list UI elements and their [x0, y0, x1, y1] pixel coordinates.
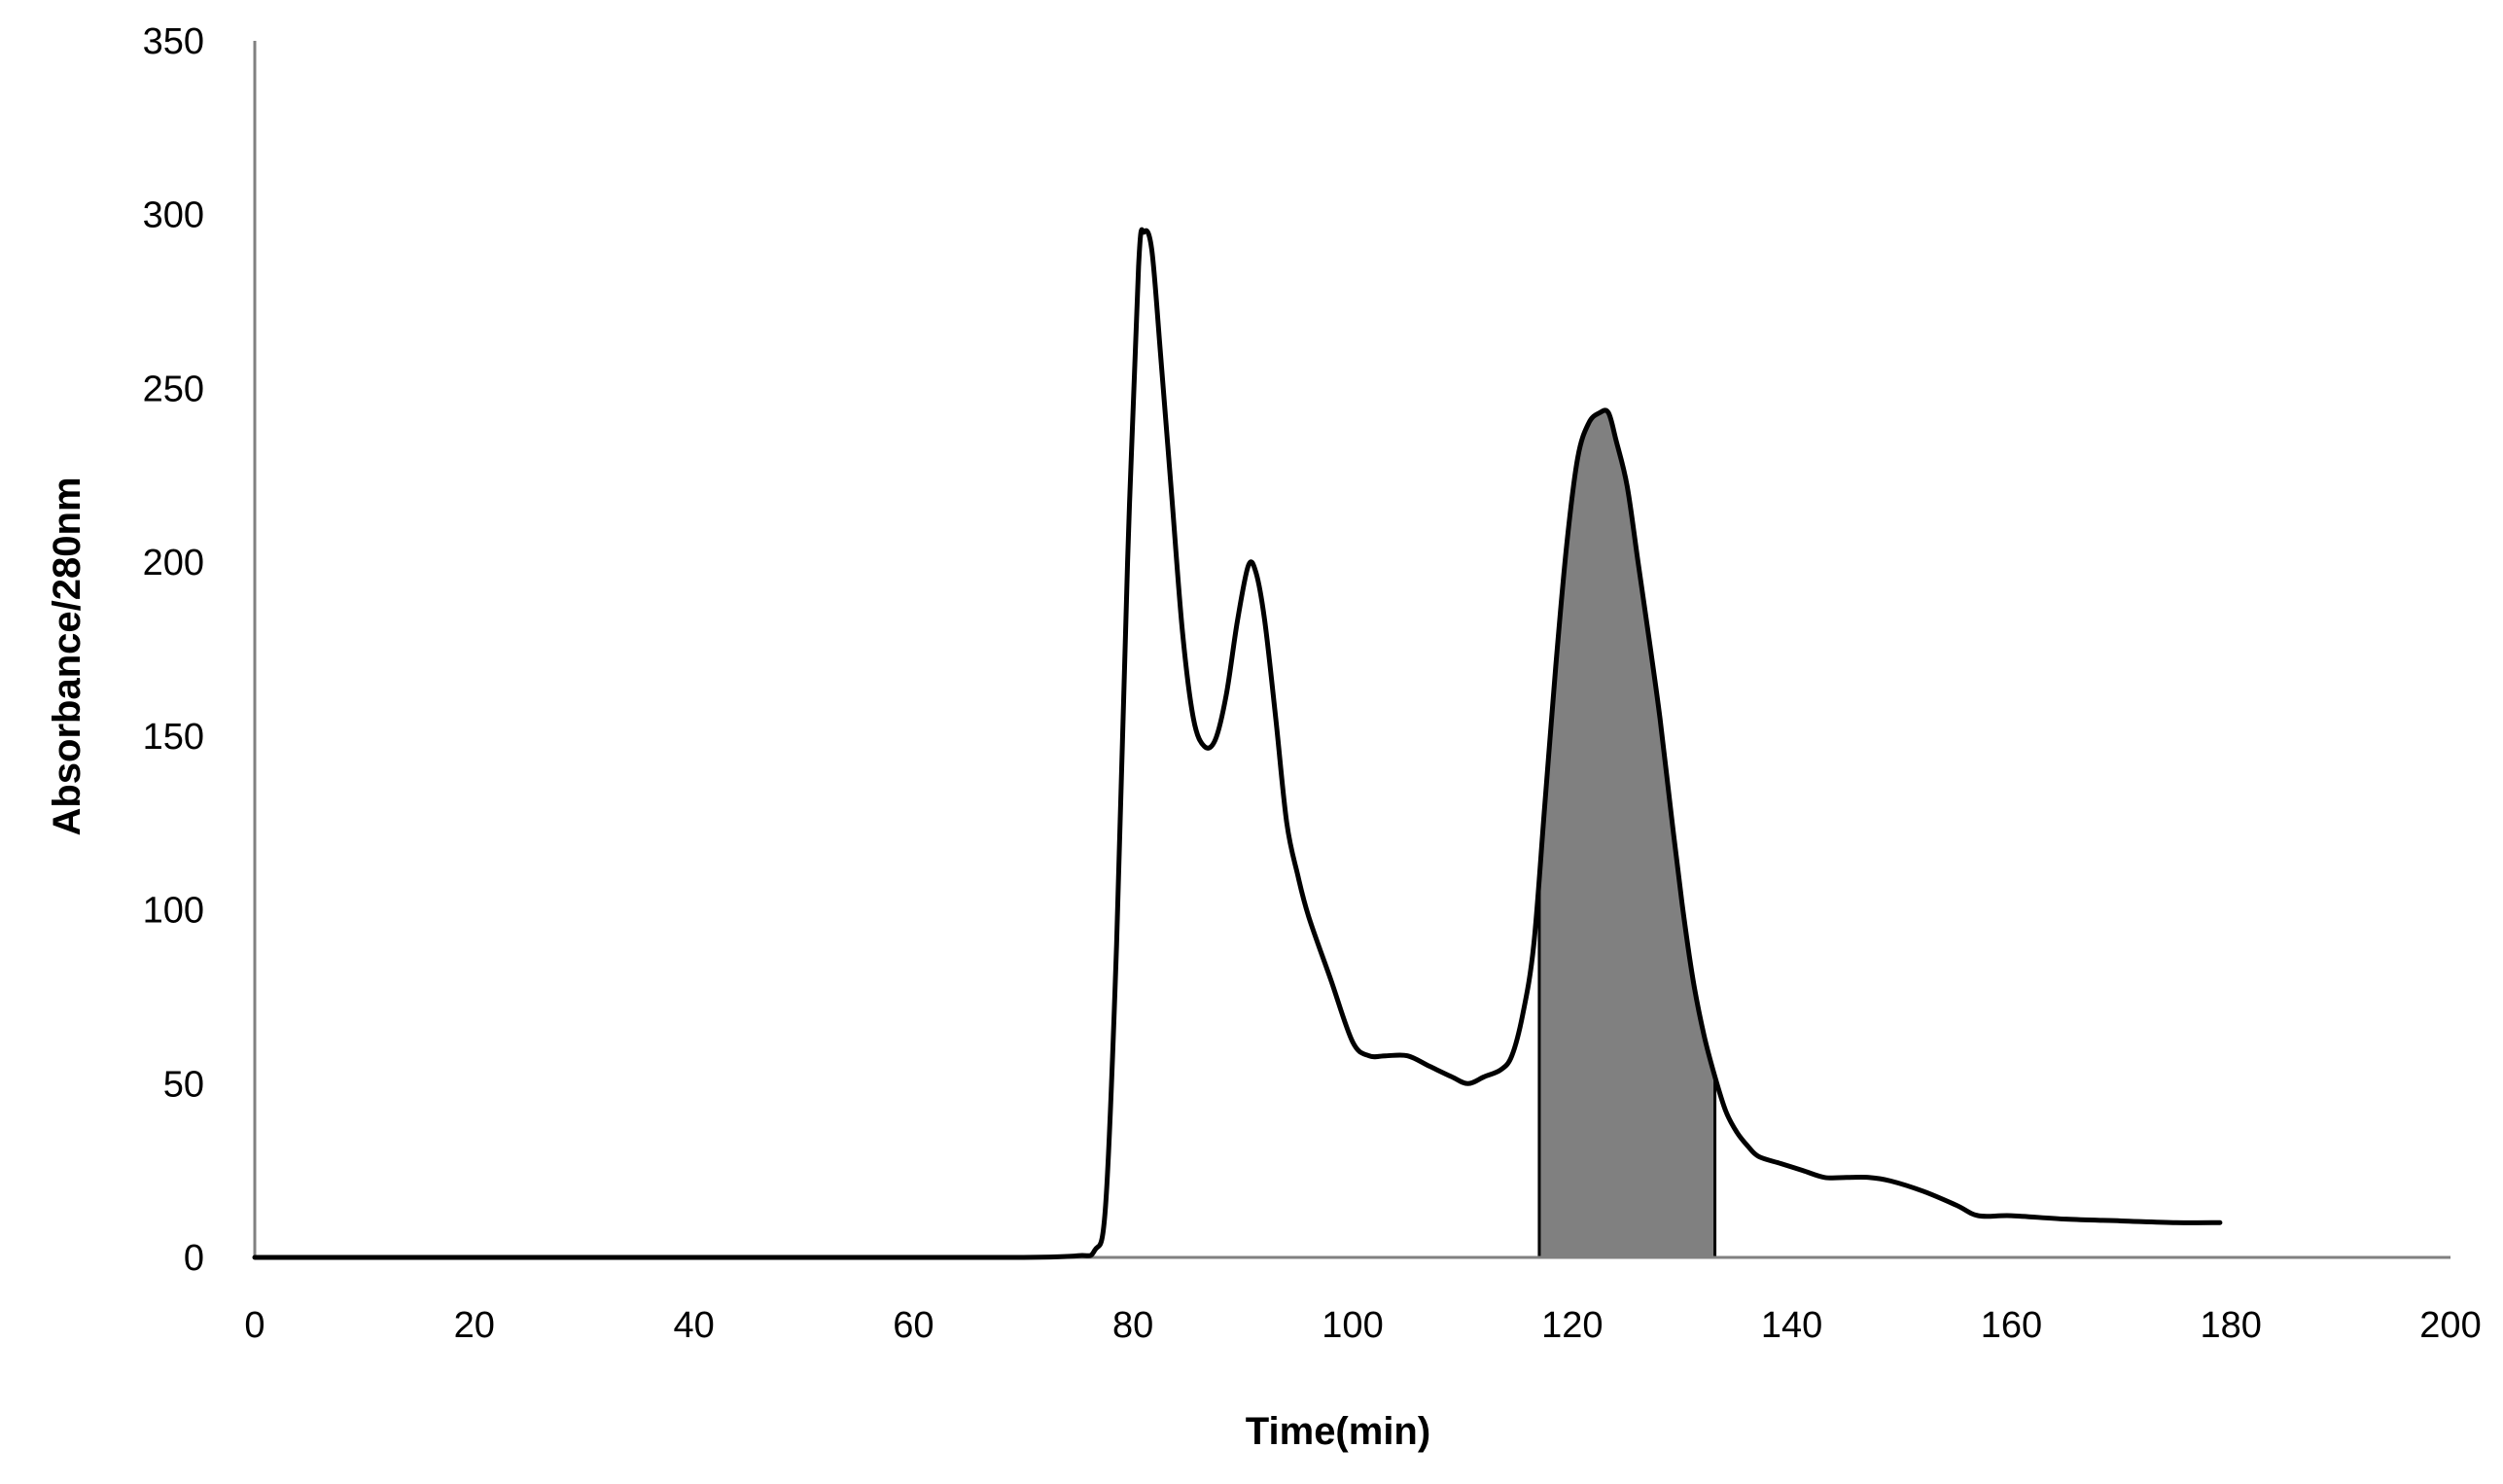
y-tick-label: 200: [143, 543, 204, 583]
x-tick-label: 140: [1761, 1305, 1822, 1346]
y-tick-label: 100: [143, 891, 204, 932]
y-tick-label: 0: [184, 1238, 204, 1279]
y-tick-label: 150: [143, 717, 204, 758]
y-tick-labels: 0 50 100 150 200 250 300 350: [143, 21, 204, 1279]
x-tick-labels: 0 20 40 60 80 100 120 140 160 180 200: [244, 1305, 2481, 1346]
x-axis-title: Time(min): [1246, 1410, 1430, 1453]
x-tick-label: 20: [454, 1305, 495, 1346]
series-line: [252, 227, 2223, 1260]
y-tick-label: 250: [143, 369, 204, 409]
x-tick-label: 180: [2200, 1305, 2261, 1346]
x-tick-label: 40: [673, 1305, 714, 1346]
y-tick-label: 300: [143, 195, 204, 236]
x-tick-label: 160: [1981, 1305, 2042, 1346]
x-tick-label: 100: [1322, 1305, 1383, 1346]
x-tick-label: 0: [244, 1305, 264, 1346]
axes: [253, 41, 2450, 1259]
y-tick-label: 50: [163, 1064, 204, 1105]
y-axis-title: Absorbance/280nm: [46, 477, 88, 835]
y-tick-label: 350: [143, 21, 204, 62]
x-tick-label: 80: [1112, 1305, 1153, 1346]
x-tick-label: 120: [1541, 1305, 1603, 1346]
x-tick-label: 60: [893, 1305, 934, 1346]
x-tick-label: 200: [2419, 1305, 2481, 1346]
